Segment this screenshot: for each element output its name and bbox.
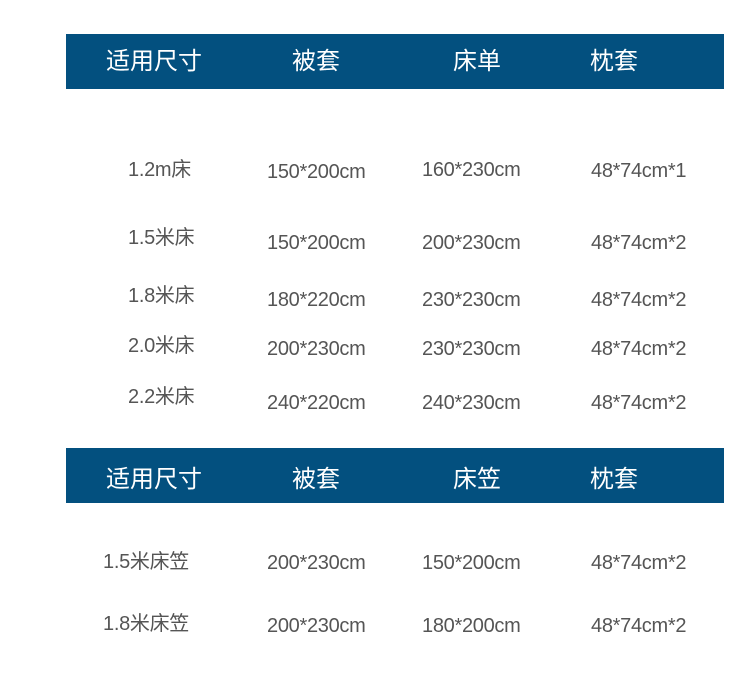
- cell-size: 2.0米床: [128, 335, 195, 357]
- cell-pillow: 48*74cm*1: [591, 160, 687, 182]
- cell-sheet: 240*230cm: [422, 392, 521, 414]
- cell-size: 1.5米床笠: [103, 551, 190, 573]
- cell-sheet: 200*230cm: [422, 232, 521, 254]
- header-size: 适用尺寸: [106, 47, 202, 75]
- cell-duvet: 240*220cm: [267, 392, 366, 414]
- cell-pillow: 48*74cm*2: [591, 615, 687, 637]
- cell-size: 1.2m床: [128, 159, 191, 181]
- cell-pillow: 48*74cm*2: [591, 392, 687, 414]
- cell-pillow: 48*74cm*2: [591, 289, 687, 311]
- cell-pillow: 48*74cm*2: [591, 338, 687, 360]
- cell-duvet: 180*220cm: [267, 289, 366, 311]
- header-fitted-sheet: 床笠: [453, 465, 501, 493]
- header-pillowcase: 枕套: [590, 47, 638, 75]
- cell-duvet: 200*230cm: [267, 552, 366, 574]
- cell-size: 2.2米床: [128, 386, 195, 408]
- cell-duvet: 150*200cm: [267, 232, 366, 254]
- cell-duvet: 200*230cm: [267, 615, 366, 637]
- header-pillowcase: 枕套: [590, 465, 638, 493]
- table1-header: 适用尺寸 被套 床单 枕套: [66, 34, 724, 89]
- cell-size: 1.8米床笠: [103, 613, 190, 635]
- cell-fitted-sheet: 180*200cm: [422, 615, 521, 637]
- cell-sheet: 230*230cm: [422, 289, 521, 311]
- cell-duvet: 200*230cm: [267, 338, 366, 360]
- cell-size: 1.8米床: [128, 285, 195, 307]
- cell-size: 1.5米床: [128, 227, 195, 249]
- header-duvet-cover: 被套: [292, 47, 340, 75]
- cell-fitted-sheet: 150*200cm: [422, 552, 521, 574]
- cell-pillow: 48*74cm*2: [591, 552, 687, 574]
- header-size: 适用尺寸: [106, 465, 202, 493]
- header-duvet-cover: 被套: [292, 465, 340, 493]
- cell-pillow: 48*74cm*2: [591, 232, 687, 254]
- cell-sheet: 160*230cm: [422, 159, 521, 181]
- cell-sheet: 230*230cm: [422, 338, 521, 360]
- cell-duvet: 150*200cm: [267, 161, 366, 183]
- table2-header: 适用尺寸 被套 床笠 枕套: [66, 448, 724, 503]
- header-bed-sheet: 床单: [453, 47, 501, 75]
